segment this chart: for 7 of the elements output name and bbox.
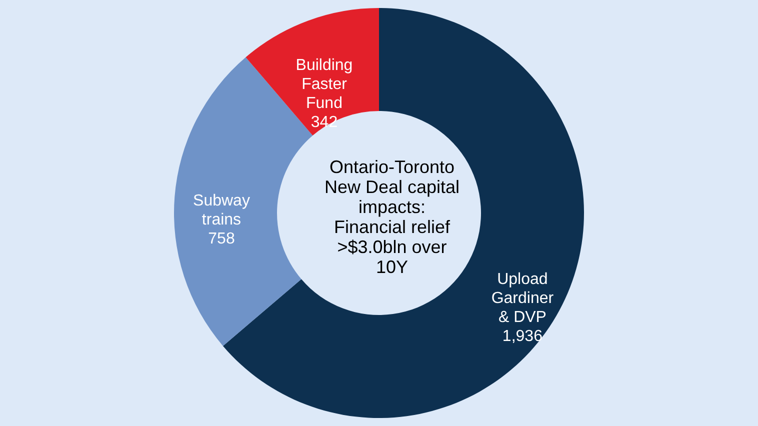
slice-label: Subway trains (193, 192, 250, 229)
data-label: 758 (208, 230, 235, 248)
data-label: 1,936 (502, 328, 543, 346)
text: Ontario-Toronto New Deal capital impacts: Financial relief >$3.0bln over 10Y (324, 157, 460, 277)
slice-label: Upload Gardiner & DVP (491, 271, 554, 326)
donut-slice (246, 8, 379, 136)
slice-label: Building Faster Fund (296, 56, 353, 112)
